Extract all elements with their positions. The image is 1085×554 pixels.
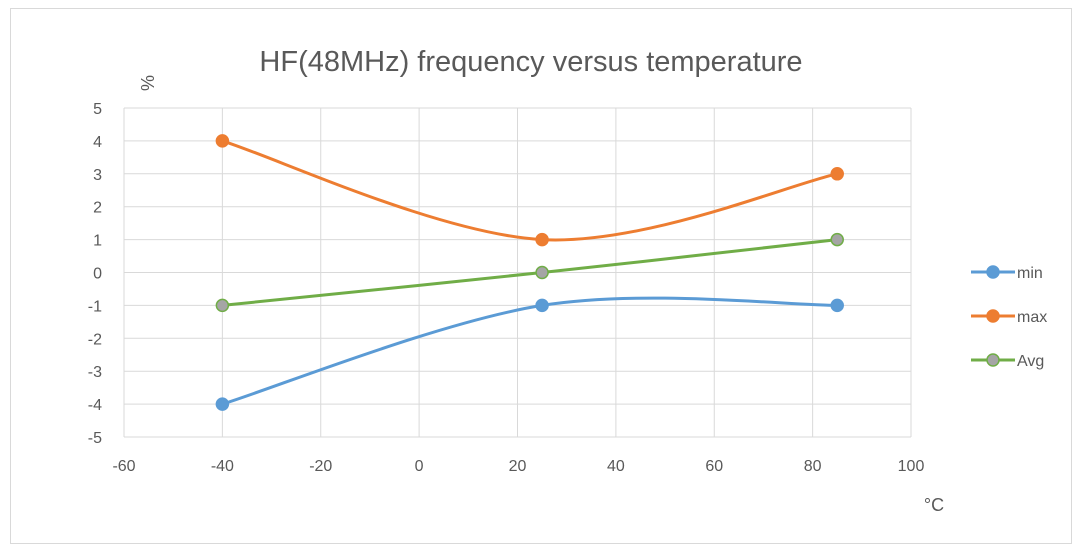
chart-area: -60 -40 -20 0 20 40 60 80 100 5 4 3 2 1 0 -1 -2 -3 -4 -5 mi… (10, 8, 1072, 544)
legend-label-max: max (1017, 309, 1047, 326)
data-point-min (830, 298, 844, 313)
data-point-avg (215, 298, 230, 313)
data-point-max (215, 134, 230, 148)
x-tick-label: 80 (804, 458, 822, 475)
y-tick-label: 0 (93, 266, 102, 283)
data-point-max (830, 167, 844, 181)
legend-item-max: max (971, 309, 1047, 326)
y-tick-label: 5 (93, 101, 102, 118)
y-tick-label: 1 (93, 233, 102, 250)
series-line-max (220, 139, 839, 242)
y-tick-label: 2 (93, 200, 102, 217)
x-tick-label: 60 (705, 458, 723, 475)
x-tick-label: -60 (112, 458, 135, 475)
chart-title: HF(48MHz) frequency versus temperature (259, 46, 802, 78)
x-tick-label: 40 (607, 458, 625, 475)
x-tick-label: 0 (415, 458, 424, 475)
x-tick-label: 100 (898, 458, 925, 475)
legend-label-avg: Avg (1017, 353, 1044, 370)
x-tick-label: -40 (211, 458, 234, 475)
legend-marker-min (986, 265, 1000, 279)
y-tick-label: -2 (88, 331, 102, 348)
chart-svg: -60 -40 -20 0 20 40 60 80 100 5 4 3 2 1 0 -1 -2 -3 -4 -5 mi… (88, 46, 1047, 515)
tick-layer: -60 -40 -20 0 20 40 60 80 100 5 4 3 2 1 0 -1 -2 -3 -4 -5 (88, 101, 925, 475)
data-point-avg (535, 265, 549, 280)
legend-item-min: min (971, 265, 1043, 282)
data-point-max (535, 232, 549, 247)
y-tick-label: -3 (88, 364, 102, 381)
y-tick-label: -1 (88, 298, 102, 315)
legend-marker-avg (986, 353, 1000, 367)
x-tick-label: 20 (509, 458, 527, 475)
y-tick-label: 3 (93, 167, 102, 184)
y-axis-label: % (138, 75, 158, 91)
data-point-min (215, 397, 230, 411)
grid-layer (123, 107, 912, 438)
x-axis-label: °C (924, 495, 944, 515)
y-tick-label: -4 (88, 397, 102, 414)
series-line-min (220, 296, 839, 406)
legend: min max Avg (971, 265, 1047, 370)
data-point-avg (830, 232, 844, 247)
y-tick-label: 4 (93, 134, 102, 151)
y-tick-label: -5 (88, 430, 102, 447)
data-point-min (535, 298, 549, 313)
legend-label-min: min (1017, 265, 1043, 282)
legend-marker-max (986, 309, 1000, 323)
legend-item-avg: Avg (971, 353, 1044, 370)
series-layer (215, 134, 844, 411)
x-tick-label: -20 (309, 458, 332, 475)
